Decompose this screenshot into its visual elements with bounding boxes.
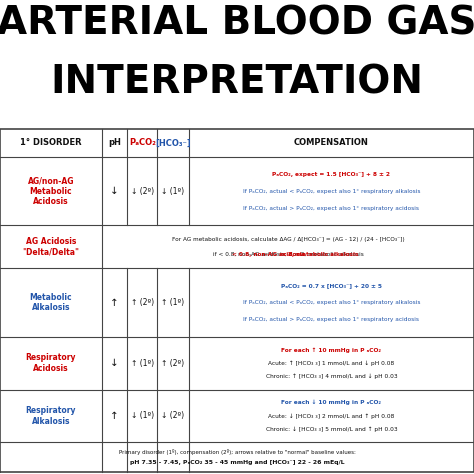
Text: ARTERIAL BLOOD GAS: ARTERIAL BLOOD GAS <box>0 5 474 43</box>
Text: For each ↓ 10 mmHg in P ₐCO₂: For each ↓ 10 mmHg in P ₐCO₂ <box>282 400 381 405</box>
Text: For AG metabolic acidosis, calculate ΔAG / Δ[HCO₃⁻] = (AG - 12) / (24 - [HCO₃⁻]): For AG metabolic acidosis, calculate ΔAG… <box>172 237 404 242</box>
Text: If PₐCO₂, actual < PₐCO₂, expect also 1° respiratory alkalosis: If PₐCO₂, actual < PₐCO₂, expect also 1°… <box>243 300 420 305</box>
Text: < 0.8, non-AG acidosis: < 0.8, non-AG acidosis <box>231 252 305 257</box>
Text: ↓ (2º): ↓ (2º) <box>162 411 184 420</box>
Text: AG Acidosis
"Delta/Delta": AG Acidosis "Delta/Delta" <box>22 237 80 256</box>
Text: ↓ (2º): ↓ (2º) <box>131 187 154 196</box>
Text: PₐCO₂, expect = 1.5 [HCO₃⁻] + 8 ± 2: PₐCO₂, expect = 1.5 [HCO₃⁻] + 8 ± 2 <box>273 172 390 177</box>
Text: ↑ (2º): ↑ (2º) <box>131 298 154 307</box>
Text: ↑: ↑ <box>110 298 119 308</box>
Text: ↓: ↓ <box>110 186 119 196</box>
Text: Acute: ↑ [HCO₃ ₃] 1 mmol/L and ↓ pH 0.08: Acute: ↑ [HCO₃ ₃] 1 mmol/L and ↓ pH 0.08 <box>268 361 394 366</box>
Text: ↑: ↑ <box>110 411 119 421</box>
Text: pH 7.35 - 7.45, PₐCO₂ 35 - 45 mmHg and [HCO₃⁻] 22 - 26 mEq/L: pH 7.35 - 7.45, PₐCO₂ 35 - 45 mmHg and [… <box>130 460 344 465</box>
Text: Acute: ↓ [HCO₃ ₃] 2 mmol/L and ↑ pH 0.08: Acute: ↓ [HCO₃ ₃] 2 mmol/L and ↑ pH 0.08 <box>268 413 394 419</box>
Text: [HCO₃⁻]: [HCO₃⁻] <box>155 138 191 147</box>
Text: Chronic: ↓ [HCO₃ ₃] 5 mmol/L and ↑ pH 0.03: Chronic: ↓ [HCO₃ ₃] 5 mmol/L and ↑ pH 0.… <box>265 427 397 432</box>
Text: PₐCO₂ = 0.7 x [HCO₃⁻] + 20 ± 5: PₐCO₂ = 0.7 x [HCO₃⁻] + 20 ± 5 <box>281 283 382 288</box>
Text: ↓ (1º): ↓ (1º) <box>162 187 184 196</box>
Text: Metabolic
Alkalosis: Metabolic Alkalosis <box>30 293 72 312</box>
Text: ↑ (1º): ↑ (1º) <box>131 359 154 368</box>
Text: If PₐCO₂, actual > PₐCO₂, expect also 1° respiratory acidosis: If PₐCO₂, actual > PₐCO₂, expect also 1°… <box>243 317 419 322</box>
Text: Respiratory
Alkalosis: Respiratory Alkalosis <box>26 406 76 426</box>
Text: 1° DISORDER: 1° DISORDER <box>20 138 82 147</box>
Text: AG/non-AG
Metabolic
Acidosis: AG/non-AG Metabolic Acidosis <box>27 176 74 206</box>
Text: INTERPRETATION: INTERPRETATION <box>51 64 423 102</box>
Text: If PₐCO₂, actual < PₐCO₂, expect also 1° respiratory alkalosis: If PₐCO₂, actual < PₐCO₂, expect also 1°… <box>243 189 420 194</box>
Text: COMPENSATION: COMPENSATION <box>294 138 369 147</box>
Text: Respiratory
Acidosis: Respiratory Acidosis <box>26 354 76 373</box>
Text: If PₐCO₂, actual > PₐCO₂, expect also 1° respiratory acidosis: If PₐCO₂, actual > PₐCO₂, expect also 1°… <box>243 206 419 211</box>
Text: ↓: ↓ <box>110 358 119 368</box>
Text: if < 0.8, non-AG acidosis; if > 2, metabolic alkalosis: if < 0.8, non-AG acidosis; if > 2, metab… <box>212 252 364 257</box>
Text: For each ↑ 10 mmHg in P ₐCO₂: For each ↑ 10 mmHg in P ₐCO₂ <box>282 347 381 353</box>
Text: PₐCO₂: PₐCO₂ <box>129 138 155 147</box>
Text: ↑ (2º): ↑ (2º) <box>162 359 184 368</box>
Text: Primary disorder (1º), compensation (2º); arrows relative to "normal" baseline v: Primary disorder (1º), compensation (2º)… <box>118 449 356 455</box>
Text: pH: pH <box>108 138 121 147</box>
Text: ↑ (1º): ↑ (1º) <box>162 298 184 307</box>
Text: Chronic: ↑ [HCO₃ ₃] 4 mmol/L and ↓ pH 0.03: Chronic: ↑ [HCO₃ ₃] 4 mmol/L and ↓ pH 0.… <box>265 374 397 379</box>
Text: > 2, metabolic alkalosis: > 2, metabolic alkalosis <box>281 252 358 257</box>
Text: ↓ (1º): ↓ (1º) <box>131 411 154 420</box>
